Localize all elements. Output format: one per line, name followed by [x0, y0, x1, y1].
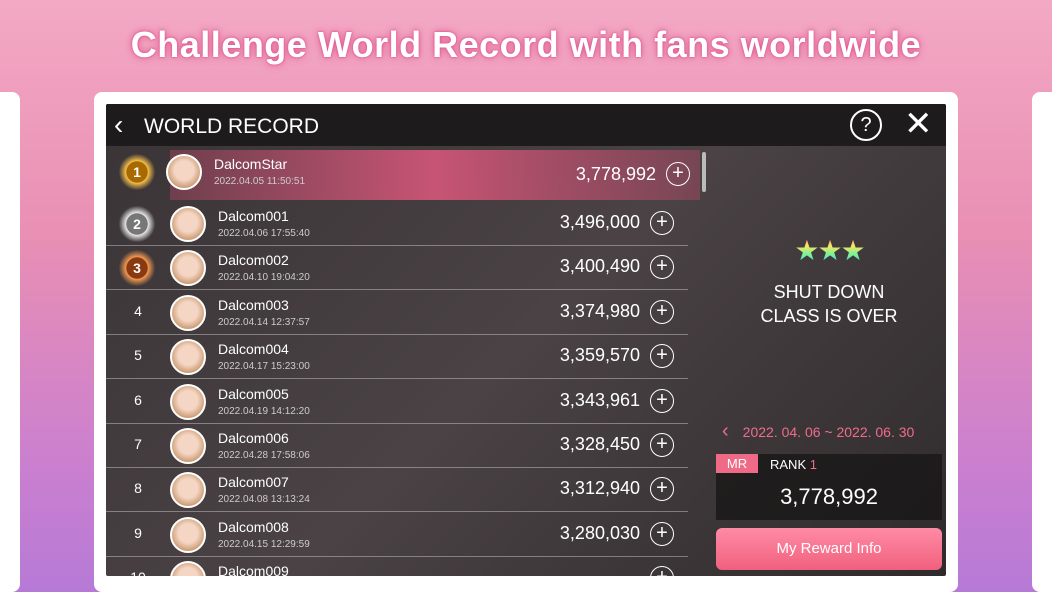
- background-card-right: [1032, 92, 1052, 592]
- prev-season-icon[interactable]: ‹: [722, 420, 729, 442]
- my-record-box: MR RANK 1 3,778,992: [716, 454, 942, 520]
- rank-label: RANK: [770, 457, 807, 472]
- avatar[interactable]: [170, 516, 206, 553]
- rank-number: 7: [134, 436, 142, 452]
- song-title-line1: SHUT DOWN: [773, 282, 885, 302]
- record-date: 2022.04.05 11:50:51: [214, 176, 306, 187]
- add-friend-icon[interactable]: +: [650, 255, 674, 280]
- scrollbar[interactable]: [702, 152, 706, 192]
- score: 3,400,490: [559, 256, 640, 277]
- record-date: 2022.04.14 12:37:57: [218, 316, 310, 328]
- table-row[interactable]: 3 Dalcom002 2022.04.10 19:04:20 3,400,49…: [106, 246, 688, 291]
- ranking-list[interactable]: 1 DalcomStar 2022.04.05 11:50:51 3,778,9…: [106, 146, 702, 576]
- player-name: Dalcom007: [218, 474, 289, 491]
- world-record-panel: ‹ WORLD RECORD ? ✕ 1 DalcomStar 2022.04.…: [106, 104, 946, 576]
- player-name: Dalcom003: [218, 296, 289, 313]
- add-friend-icon[interactable]: +: [650, 299, 674, 324]
- score: 3,312,940: [559, 478, 640, 499]
- table-row[interactable]: 8 Dalcom007 2022.04.08 13:13:24 3,312,94…: [106, 468, 688, 513]
- mr-badge: MR: [716, 454, 758, 473]
- silver-laurel-medal-icon: 2: [118, 206, 156, 242]
- my-score: 3,778,992: [780, 484, 878, 509]
- rank-number: 6: [134, 391, 142, 408]
- player-name: Dalcom002: [218, 252, 289, 269]
- avatar[interactable]: [170, 561, 206, 576]
- avatar[interactable]: [170, 383, 206, 420]
- avatar[interactable]: [170, 250, 206, 287]
- song-title-line2: CLASS IS OVER: [760, 306, 898, 326]
- table-row[interactable]: 10 Dalcom009 +: [106, 557, 688, 576]
- table-row[interactable]: 1 DalcomStar 2022.04.05 11:50:51 3,778,9…: [118, 150, 700, 200]
- score: 3,778,992: [575, 164, 656, 184]
- rank-number: 5: [134, 347, 142, 364]
- record-date: 2022.04.15 12:29:59: [218, 538, 310, 550]
- avatar[interactable]: [170, 428, 206, 464]
- add-friend-icon[interactable]: +: [650, 211, 674, 235]
- score: 3,280,030: [559, 522, 640, 543]
- stars-icon: ★★★: [794, 235, 865, 266]
- avatar[interactable]: [170, 294, 206, 331]
- score: 3,343,961: [559, 389, 640, 410]
- score: 3,496,000: [559, 212, 640, 232]
- add-friend-icon[interactable]: +: [666, 162, 690, 186]
- record-date: 2022.04.08 13:13:24: [218, 494, 310, 506]
- rank-number: 10: [120, 569, 156, 576]
- player-name: Dalcom006: [218, 430, 289, 446]
- player-name: Dalcom001: [218, 208, 289, 224]
- song-title: SHUT DOWN CLASS IS OVER: [712, 280, 946, 328]
- season-period: ‹ 2022. 04. 06 ~ 2022. 06. 30: [722, 420, 914, 443]
- record-date: 2022.04.06 17:55:40: [218, 228, 310, 239]
- add-friend-icon[interactable]: +: [650, 344, 674, 369]
- gold-laurel-medal-icon: 1: [118, 154, 156, 190]
- rank-value: 1: [809, 457, 817, 472]
- rank-number: 3: [133, 260, 141, 277]
- record-date: 2022.04.28 17:58:06: [218, 450, 310, 461]
- player-name: Dalcom005: [218, 385, 289, 402]
- avatar[interactable]: [170, 472, 206, 509]
- rank-number: 1: [133, 164, 141, 180]
- score: 3,374,980: [559, 300, 640, 321]
- rank-number: 4: [134, 302, 142, 319]
- background-card-left: [0, 92, 20, 592]
- avatar[interactable]: [170, 339, 206, 376]
- song-info-panel: ★★★ SHUT DOWN CLASS IS OVER ‹ 2022. 04. 06…: [712, 146, 946, 576]
- record-date: 2022.04.17 15:23:00: [218, 361, 310, 373]
- add-friend-icon[interactable]: +: [650, 388, 674, 413]
- table-row[interactable]: 6 Dalcom005 2022.04.19 14:12:20 3,343,96…: [106, 380, 688, 424]
- bronze-laurel-medal-icon: 3: [118, 250, 156, 287]
- table-row[interactable]: 2 Dalcom001 2022.04.06 17:55:40 3,496,00…: [106, 202, 688, 246]
- add-friend-icon[interactable]: +: [650, 521, 674, 546]
- score: 3,359,570: [559, 345, 640, 366]
- back-icon[interactable]: ‹: [114, 109, 124, 140]
- header-bar: ‹ WORLD RECORD ? ✕: [106, 104, 946, 146]
- help-icon[interactable]: ?: [850, 109, 882, 141]
- add-friend-icon[interactable]: +: [650, 566, 674, 576]
- player-name: Dalcom008: [218, 518, 289, 535]
- my-reward-info-button[interactable]: My Reward Info: [716, 528, 942, 570]
- record-date: 2022.04.10 19:04:20: [218, 272, 310, 284]
- player-name: DalcomStar: [214, 156, 288, 172]
- avatar[interactable]: [170, 206, 206, 242]
- avatar[interactable]: [166, 154, 202, 190]
- rank-number: 9: [134, 524, 142, 541]
- close-icon[interactable]: ✕: [904, 105, 933, 143]
- page-title: WORLD RECORD: [144, 115, 320, 138]
- table-row[interactable]: 4 Dalcom003 2022.04.14 12:37:57 3,374,98…: [106, 291, 688, 335]
- player-name: Dalcom009: [218, 563, 289, 576]
- add-friend-icon[interactable]: +: [650, 433, 674, 457]
- player-name: Dalcom004: [218, 341, 289, 358]
- score: 3,328,450: [559, 434, 640, 454]
- record-date: 2022.04.19 14:12:20: [218, 405, 310, 417]
- my-rank: RANK 1: [770, 457, 817, 472]
- rank-number: 8: [134, 480, 142, 497]
- table-row[interactable]: 5 Dalcom004 2022.04.17 15:23:00 3,359,57…: [106, 335, 688, 380]
- period-text: 2022. 04. 06 ~ 2022. 06. 30: [742, 424, 915, 440]
- rank-number: 2: [133, 216, 141, 232]
- star-rating: ★★★: [712, 234, 946, 267]
- add-friend-icon[interactable]: +: [650, 477, 674, 502]
- table-row[interactable]: 7 Dalcom006 2022.04.28 17:58:06 3,328,45…: [106, 424, 688, 468]
- promo-headline: Challenge World Record with fans worldwi…: [130, 24, 922, 65]
- table-row[interactable]: 9 Dalcom008 2022.04.15 12:29:59 3,280,03…: [106, 513, 688, 557]
